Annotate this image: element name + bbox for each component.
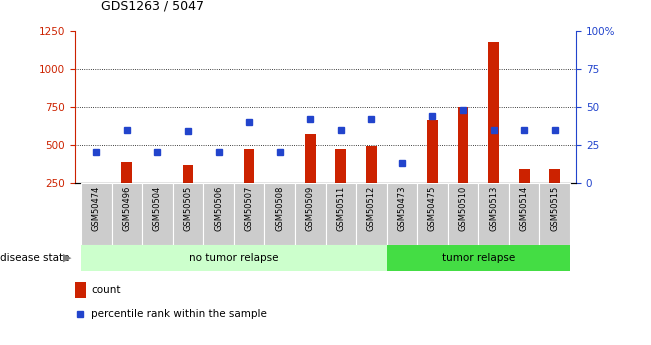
Text: ▶: ▶ (63, 253, 72, 263)
Bar (81, 245, 387, 271)
Text: GSM50512: GSM50512 (367, 186, 376, 231)
Bar (417, 183, 448, 245)
Text: percentile rank within the sample: percentile rank within the sample (91, 309, 267, 318)
Text: GSM50515: GSM50515 (550, 186, 559, 231)
Bar (305, 134, 316, 221)
Text: tumor relapse: tumor relapse (441, 253, 515, 263)
Text: GSM50506: GSM50506 (214, 186, 223, 231)
Text: GSM50514: GSM50514 (519, 186, 529, 231)
Text: GSM50475: GSM50475 (428, 186, 437, 231)
Bar (326, 183, 356, 245)
Bar (142, 183, 173, 245)
Text: GSM50508: GSM50508 (275, 186, 284, 231)
Bar (234, 183, 264, 245)
Text: GSM50507: GSM50507 (245, 186, 254, 231)
Bar (264, 183, 295, 245)
Bar (509, 183, 540, 245)
Bar (91, 183, 102, 221)
Bar (458, 107, 468, 221)
Bar (540, 183, 570, 245)
Text: GSM50504: GSM50504 (153, 186, 162, 231)
Text: GSM50511: GSM50511 (337, 186, 345, 231)
Bar (427, 120, 438, 221)
Bar (478, 183, 509, 245)
Bar (356, 183, 387, 245)
Bar (335, 149, 346, 221)
Bar (122, 161, 132, 221)
Bar (448, 183, 478, 245)
Text: GSM50505: GSM50505 (184, 186, 193, 231)
Bar (203, 183, 234, 245)
Bar (274, 183, 285, 221)
Text: count: count (91, 285, 120, 295)
Bar (519, 169, 529, 221)
Bar (111, 183, 142, 245)
Text: GSM50513: GSM50513 (489, 186, 498, 231)
Bar (81, 183, 111, 245)
Text: no tumor relapse: no tumor relapse (189, 253, 279, 263)
Bar (183, 165, 193, 221)
Bar (366, 146, 377, 221)
Bar (243, 149, 255, 221)
Text: disease state: disease state (0, 253, 70, 263)
Text: GDS1263 / 5047: GDS1263 / 5047 (101, 0, 204, 12)
Bar (152, 183, 163, 221)
Text: GSM50473: GSM50473 (397, 186, 406, 231)
Bar (295, 183, 326, 245)
Bar (75, 282, 86, 298)
Bar (387, 183, 417, 245)
Bar (213, 183, 224, 221)
Text: GSM50510: GSM50510 (458, 186, 467, 231)
Bar (387, 245, 570, 271)
Text: GSM50474: GSM50474 (92, 186, 101, 231)
Text: GSM50496: GSM50496 (122, 186, 132, 231)
Bar (549, 169, 560, 221)
Text: GSM50509: GSM50509 (306, 186, 314, 231)
Bar (396, 183, 408, 221)
Bar (173, 183, 203, 245)
Bar (488, 42, 499, 221)
